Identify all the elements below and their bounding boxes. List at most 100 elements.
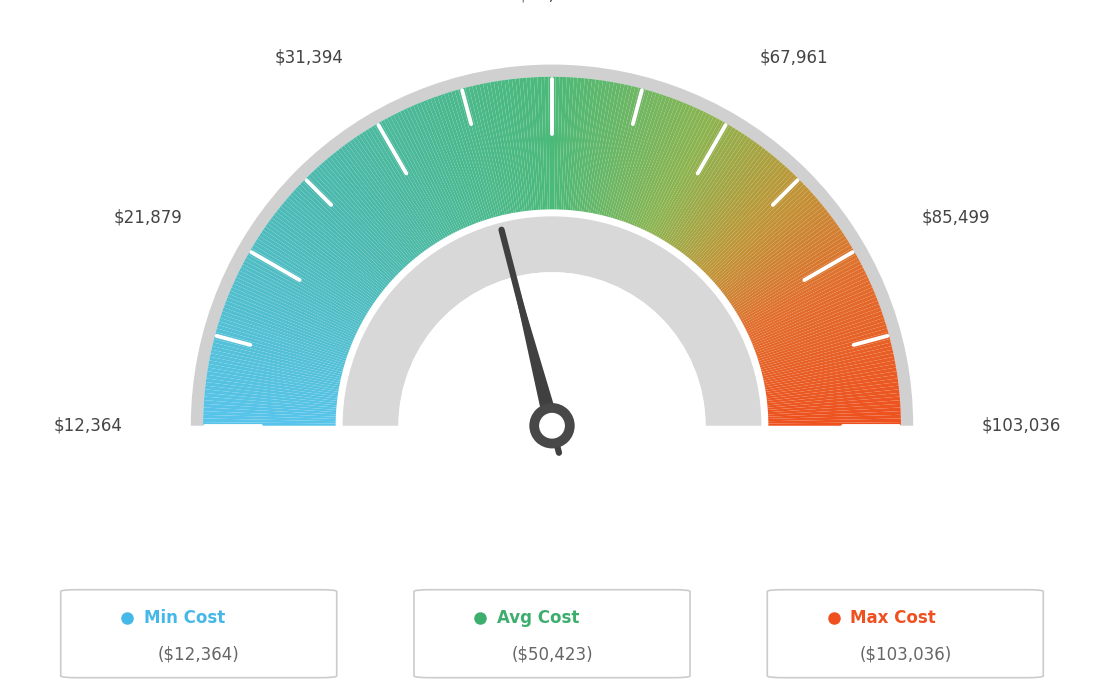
Wedge shape xyxy=(746,270,867,332)
Wedge shape xyxy=(586,81,611,213)
Wedge shape xyxy=(410,106,466,228)
Wedge shape xyxy=(208,364,339,390)
Wedge shape xyxy=(760,325,888,366)
Wedge shape xyxy=(347,141,426,250)
Wedge shape xyxy=(231,287,353,342)
Wedge shape xyxy=(336,150,420,256)
Wedge shape xyxy=(203,404,336,415)
Wedge shape xyxy=(767,389,900,406)
Wedge shape xyxy=(374,124,444,239)
Wedge shape xyxy=(733,236,847,310)
Wedge shape xyxy=(599,85,631,215)
Wedge shape xyxy=(561,77,571,210)
Wedge shape xyxy=(708,184,806,277)
Bar xyxy=(168,426,936,618)
Wedge shape xyxy=(391,115,454,234)
Wedge shape xyxy=(205,382,338,401)
Wedge shape xyxy=(276,209,382,293)
Wedge shape xyxy=(762,342,892,376)
Wedge shape xyxy=(424,100,475,224)
Wedge shape xyxy=(613,90,652,219)
Wedge shape xyxy=(668,131,742,244)
Wedge shape xyxy=(338,148,422,255)
Wedge shape xyxy=(316,166,407,266)
Wedge shape xyxy=(719,204,824,290)
Wedge shape xyxy=(767,386,899,403)
Wedge shape xyxy=(224,304,349,353)
Wedge shape xyxy=(731,230,842,306)
Wedge shape xyxy=(608,88,646,217)
Wedge shape xyxy=(278,206,384,291)
Wedge shape xyxy=(212,346,341,379)
Wedge shape xyxy=(749,280,871,337)
Wedge shape xyxy=(588,81,614,213)
Wedge shape xyxy=(240,267,359,330)
Wedge shape xyxy=(720,206,826,291)
Wedge shape xyxy=(615,92,657,219)
Wedge shape xyxy=(676,139,754,249)
Wedge shape xyxy=(631,101,683,226)
Wedge shape xyxy=(226,297,351,348)
Wedge shape xyxy=(760,328,888,368)
Wedge shape xyxy=(767,400,900,412)
Wedge shape xyxy=(604,87,639,216)
Wedge shape xyxy=(565,77,577,210)
Wedge shape xyxy=(208,368,339,392)
Wedge shape xyxy=(602,86,635,215)
Wedge shape xyxy=(371,126,442,241)
Wedge shape xyxy=(479,83,509,214)
Wedge shape xyxy=(267,221,376,300)
Text: $103,036: $103,036 xyxy=(981,417,1061,435)
Wedge shape xyxy=(684,150,768,256)
Wedge shape xyxy=(597,84,628,215)
Wedge shape xyxy=(295,187,394,279)
Wedge shape xyxy=(715,198,818,286)
Wedge shape xyxy=(767,397,900,410)
Wedge shape xyxy=(739,248,854,317)
Wedge shape xyxy=(690,157,777,261)
Wedge shape xyxy=(400,110,460,231)
FancyBboxPatch shape xyxy=(767,590,1043,678)
Wedge shape xyxy=(204,389,337,406)
Wedge shape xyxy=(233,280,355,337)
Wedge shape xyxy=(679,144,760,252)
Wedge shape xyxy=(237,270,358,332)
Wedge shape xyxy=(191,65,913,426)
Wedge shape xyxy=(625,97,673,223)
Wedge shape xyxy=(225,301,350,351)
Wedge shape xyxy=(764,353,894,383)
Text: Avg Cost: Avg Cost xyxy=(497,609,580,627)
Wedge shape xyxy=(381,120,448,237)
Wedge shape xyxy=(255,239,370,312)
Wedge shape xyxy=(764,357,894,385)
Wedge shape xyxy=(508,79,527,211)
Wedge shape xyxy=(697,166,788,266)
Wedge shape xyxy=(516,79,532,210)
Wedge shape xyxy=(556,77,563,210)
Wedge shape xyxy=(384,118,449,236)
Wedge shape xyxy=(493,81,518,213)
Wedge shape xyxy=(670,133,745,246)
Text: ($103,036): ($103,036) xyxy=(859,646,952,664)
Wedge shape xyxy=(768,422,901,426)
Wedge shape xyxy=(452,90,491,219)
Wedge shape xyxy=(552,77,555,209)
Wedge shape xyxy=(563,77,574,210)
Wedge shape xyxy=(691,159,781,262)
Wedge shape xyxy=(505,79,524,211)
Wedge shape xyxy=(413,104,468,227)
Wedge shape xyxy=(203,411,336,419)
Wedge shape xyxy=(236,274,358,334)
Wedge shape xyxy=(265,224,375,302)
Wedge shape xyxy=(314,169,405,268)
Wedge shape xyxy=(541,77,548,210)
Wedge shape xyxy=(740,251,856,319)
Wedge shape xyxy=(687,152,772,257)
Wedge shape xyxy=(461,88,498,217)
Wedge shape xyxy=(763,346,892,379)
FancyBboxPatch shape xyxy=(61,590,337,678)
Wedge shape xyxy=(713,193,814,283)
Wedge shape xyxy=(714,195,816,284)
Wedge shape xyxy=(444,92,487,220)
Wedge shape xyxy=(752,290,875,344)
